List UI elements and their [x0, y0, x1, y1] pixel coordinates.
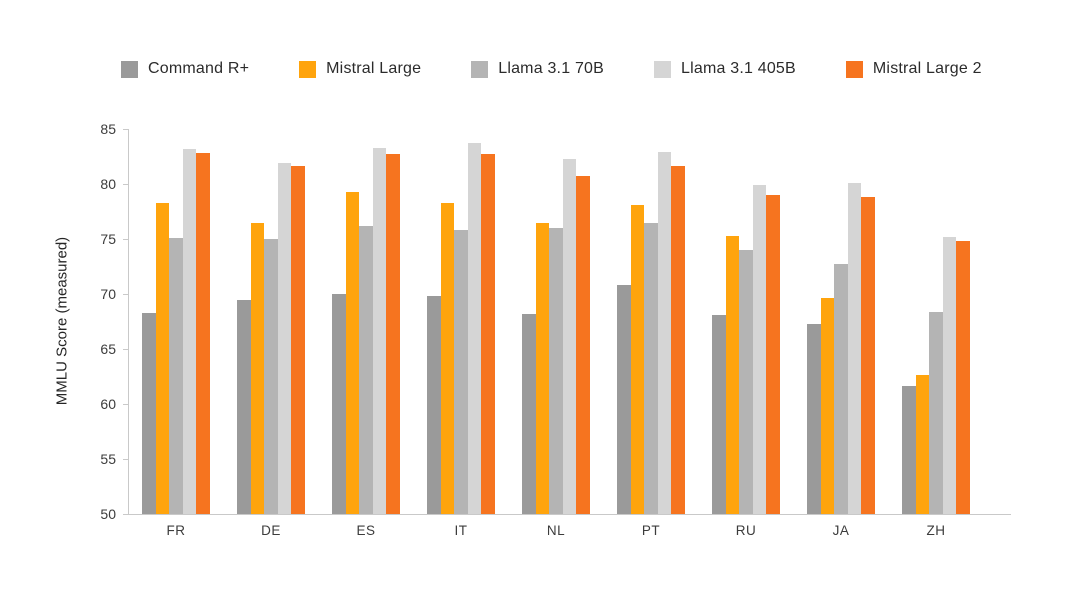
y-axis-tick — [123, 513, 129, 515]
plot-area: 50 55 60 65 70 75 80 85 FR DE ES IT NL PT RU JA ZH — [100, 121, 1011, 538]
legend-swatch-icon — [654, 60, 672, 78]
bar-command-r--fr — [142, 312, 156, 514]
bar-llama-3-1-70b-zh — [929, 311, 943, 514]
bar-mistral-large-ru — [725, 235, 740, 514]
bar-command-r--es — [332, 294, 346, 514]
legend-item-llama-3-1-405b: Llama 3.1 405B — [654, 60, 796, 78]
y-axis-tick-label: 65 — [100, 341, 116, 357]
legend-item-mistral-large-2: Mistral Large 2 — [845, 60, 982, 78]
y-axis-tick — [123, 238, 129, 240]
bar-llama-3-1-405b-es — [372, 147, 387, 514]
x-axis-label-zh: ZH — [926, 523, 946, 538]
bar-mistral-large-2-es — [386, 154, 400, 514]
legend-item-mistral-large: Mistral Large — [299, 60, 421, 78]
legend-label: Mistral Large — [326, 60, 422, 77]
y-axis-tick — [123, 128, 129, 130]
y-axis-tick-label: 85 — [100, 121, 116, 137]
y-axis-tick-label: 70 — [100, 286, 116, 302]
y-axis-tick-label: 60 — [100, 396, 116, 412]
bar-mistral-large-pt — [630, 204, 645, 514]
legend-label: Mistral Large 2 — [872, 60, 982, 77]
bar-mistral-large-ja — [820, 298, 835, 514]
bar-mistral-large-es — [345, 191, 360, 514]
legend-item-llama-3-1-70b: Llama 3.1 70B — [471, 60, 604, 78]
x-axis-label-pt: PT — [641, 523, 661, 538]
x-axis-label-ja: JA — [832, 523, 850, 538]
bar-command-r--pt — [617, 285, 631, 514]
bar-llama-3-1-405b-ru — [752, 185, 767, 514]
bar-command-r--ja — [807, 323, 821, 514]
x-axis-label-ru: RU — [735, 523, 757, 538]
y-axis-tick-label: 50 — [100, 506, 116, 522]
bar-command-r--it — [427, 296, 441, 514]
bar-command-r--de — [237, 299, 251, 514]
bar-llama-3-1-405b-de — [277, 163, 292, 514]
bar-mistral-large-2-de — [291, 166, 305, 514]
bar-mistral-large-2-fr — [196, 153, 210, 514]
bar-command-r--nl — [522, 313, 536, 514]
bar-llama-3-1-70b-ru — [739, 250, 753, 514]
x-axis-label-fr: FR — [166, 523, 186, 538]
bar-mistral-large-2-it — [481, 154, 495, 514]
bar-llama-3-1-70b-es — [359, 225, 373, 514]
bar-llama-3-1-405b-it — [467, 143, 482, 514]
bar-mistral-large-2-ja — [861, 197, 875, 514]
legend-swatch-icon — [121, 60, 138, 78]
bar-llama-3-1-405b-pt — [657, 152, 672, 514]
legend-item-command-r-: Command R+ — [121, 60, 249, 78]
bar-llama-3-1-70b-de — [264, 239, 278, 514]
legend-label: Llama 3.1 405B — [681, 60, 796, 77]
legend-swatch-icon — [845, 60, 863, 78]
bar-llama-3-1-70b-fr — [169, 237, 183, 514]
bar-mistral-large-2-ru — [766, 195, 780, 514]
bar-mistral-large-2-zh — [956, 241, 970, 514]
bar-mistral-large-2-nl — [576, 176, 590, 514]
bar-llama-3-1-405b-fr — [182, 148, 197, 514]
bar-mistral-large-zh — [915, 375, 930, 514]
bar-mistral-large-2-pt — [671, 166, 685, 514]
bar-llama-3-1-70b-pt — [644, 222, 658, 514]
legend-swatch-icon — [471, 60, 489, 78]
y-axis-tick-label: 75 — [100, 231, 116, 247]
y-axis-tick — [123, 403, 129, 405]
legend-label: Command R+ — [148, 60, 250, 77]
bar-llama-3-1-70b-nl — [549, 228, 563, 514]
y-axis-title: MMLU Score (measured) — [53, 236, 71, 406]
legend-label: Llama 3.1 70B — [498, 60, 605, 77]
legend-swatch-icon — [299, 60, 317, 78]
bar-llama-3-1-405b-zh — [942, 236, 957, 514]
chart-legend: Command R+ Mistral Large Llama 3.1 70B Llam… — [121, 60, 982, 78]
bar-llama-3-1-70b-it — [454, 230, 468, 514]
bar-command-r--ru — [712, 314, 726, 514]
bar-llama-3-1-70b-ja — [834, 264, 848, 514]
y-axis-tick-label: 80 — [100, 176, 116, 192]
bar-mistral-large-it — [440, 202, 455, 514]
bar-mistral-large-de — [250, 222, 265, 514]
y-axis-tick — [123, 293, 129, 295]
x-axis-label-de: DE — [261, 523, 281, 538]
bar-llama-3-1-405b-nl — [562, 158, 577, 514]
y-axis-tick-label: 55 — [100, 451, 116, 467]
x-axis-label-it: IT — [454, 523, 468, 538]
bar-command-r--zh — [902, 386, 916, 514]
x-axis-label-es: ES — [356, 523, 376, 538]
y-axis-tick — [123, 458, 129, 460]
x-axis-label-nl: NL — [546, 523, 566, 538]
bar-mistral-large-nl — [535, 222, 550, 514]
bar-mistral-large-fr — [155, 202, 170, 514]
y-axis-tick — [123, 183, 129, 185]
y-axis-tick — [123, 348, 129, 350]
bar-llama-3-1-405b-ja — [847, 182, 862, 514]
